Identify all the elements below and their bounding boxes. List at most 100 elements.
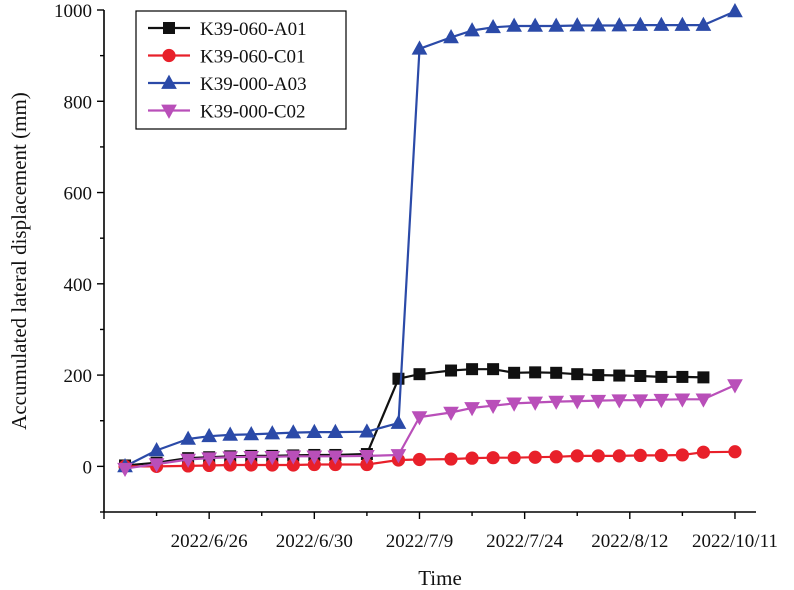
x-tick-label: 2022/8/12 (591, 531, 668, 552)
y-ticks: 0 200 400 600 800 1000 (54, 1, 104, 513)
data-point-triangle-down (306, 450, 323, 465)
data-point-triangle-down (674, 393, 691, 408)
data-point-triangle-down (390, 449, 407, 464)
y-tick-label: 1000 (54, 1, 92, 22)
data-point-triangle-down (506, 397, 522, 412)
data-point-triangle-up (569, 17, 586, 32)
series-lines (117, 3, 743, 478)
data-point-triangle-up (548, 17, 565, 32)
series-k39-000-c02 (117, 379, 743, 478)
legend-label: K39-060-C01 (200, 47, 306, 68)
data-point-triangle-up (285, 424, 302, 439)
data-point-triangle-up (148, 442, 165, 457)
series-k39-000-a03 (117, 3, 743, 473)
data-point-triangle-down (243, 450, 260, 466)
data-point-triangle-up (222, 426, 239, 441)
data-point-triangle-up (443, 29, 459, 44)
data-point-triangle-down (548, 395, 565, 410)
series-k39-060-c01 (118, 445, 742, 473)
data-point-triangle-up (243, 426, 260, 441)
y-tick-label: 0 (83, 457, 93, 478)
x-axis-title: Time (418, 566, 462, 590)
data-point-circle (162, 48, 176, 63)
y-tick-label: 400 (64, 275, 93, 296)
data-point-triangle-up (201, 427, 218, 443)
data-point-circle (465, 451, 479, 465)
data-point-triangle-up (506, 17, 522, 32)
axes (103, 10, 756, 513)
data-point-circle (528, 450, 542, 464)
data-point-circle (412, 452, 427, 467)
data-point-circle (675, 448, 689, 462)
data-point-triangle-up (264, 425, 281, 440)
data-point-triangle-down (180, 453, 196, 468)
data-point-triangle-down (695, 393, 712, 408)
data-point-circle (728, 445, 742, 459)
legend-item: K39-060-C01 (148, 47, 306, 68)
legend-label: K39-000-A03 (200, 74, 307, 95)
data-point-triangle-up (590, 17, 607, 32)
data-point-square (466, 363, 479, 376)
data-point-circle (549, 450, 563, 464)
data-point-triangle-down (653, 393, 670, 409)
data-point-circle (570, 449, 584, 463)
data-point-square (571, 368, 584, 381)
data-point-circle (486, 451, 500, 465)
data-point-triangle-down (148, 458, 165, 473)
data-point-circle (591, 449, 605, 463)
y-tick-label: 200 (64, 366, 93, 387)
data-point-triangle-down (264, 450, 281, 466)
data-point-triangle-down (569, 395, 586, 410)
data-point-square (613, 369, 626, 382)
data-point-triangle-up (180, 430, 196, 445)
data-point-circle (612, 449, 626, 463)
data-point-triangle-down (611, 394, 628, 409)
data-point-triangle-down (727, 379, 743, 394)
data-point-circle (444, 452, 458, 466)
data-point-triangle-down (201, 452, 218, 467)
x-tick-label: 2022/10/11 (692, 531, 778, 552)
data-point-triangle-down (327, 450, 344, 465)
data-point-triangle-up (411, 40, 428, 55)
data-point-triangle-down (117, 462, 133, 478)
data-point-square (676, 370, 689, 383)
data-point-triangle-up (611, 17, 628, 32)
data-point-square (163, 22, 175, 34)
data-point-triangle-down (527, 396, 544, 411)
data-point-triangle-up (727, 3, 743, 18)
x-tick-label: 2022/6/30 (276, 531, 353, 552)
legend-item: K39-000-C02 (148, 102, 306, 123)
data-point-triangle-down (411, 411, 428, 426)
data-point-square (655, 370, 668, 383)
data-point-triangle-down (443, 406, 459, 421)
data-point-triangle-up (527, 17, 544, 32)
data-point-triangle-up (695, 16, 712, 31)
data-point-triangle-up (327, 423, 344, 438)
data-point-triangle-down (222, 451, 239, 466)
data-point-triangle-up (306, 423, 323, 438)
data-point-triangle-down (161, 104, 177, 119)
data-point-circle (507, 451, 521, 465)
data-point-triangle-down (285, 450, 302, 465)
legend: K39-060-A01 K39-060-C01 K39-000-A03 K39-000… (135, 10, 347, 130)
data-point-triangle-down (485, 399, 501, 415)
data-point-square (529, 366, 542, 379)
x-ticks: 2022/6/26 2022/6/30 2022/7/9 2022/7/24 2022/… (103, 512, 778, 552)
data-point-triangle-up (390, 414, 407, 429)
data-point-circle (633, 448, 647, 463)
data-point-square (487, 363, 500, 376)
data-point-square (445, 364, 458, 377)
data-point-triangle-down (632, 394, 649, 409)
data-point-triangle-up (485, 18, 501, 34)
data-point-square (392, 372, 405, 385)
data-point-circle (696, 445, 711, 459)
data-point-triangle-down (359, 450, 375, 465)
x-tick-label: 2022/6/26 (171, 531, 248, 552)
legend-item: K39-060-A01 (148, 19, 307, 40)
data-point-square (413, 368, 426, 381)
data-point-triangle-up (161, 74, 177, 89)
data-point-square (508, 366, 521, 379)
legend-label: K39-000-C02 (200, 102, 306, 123)
